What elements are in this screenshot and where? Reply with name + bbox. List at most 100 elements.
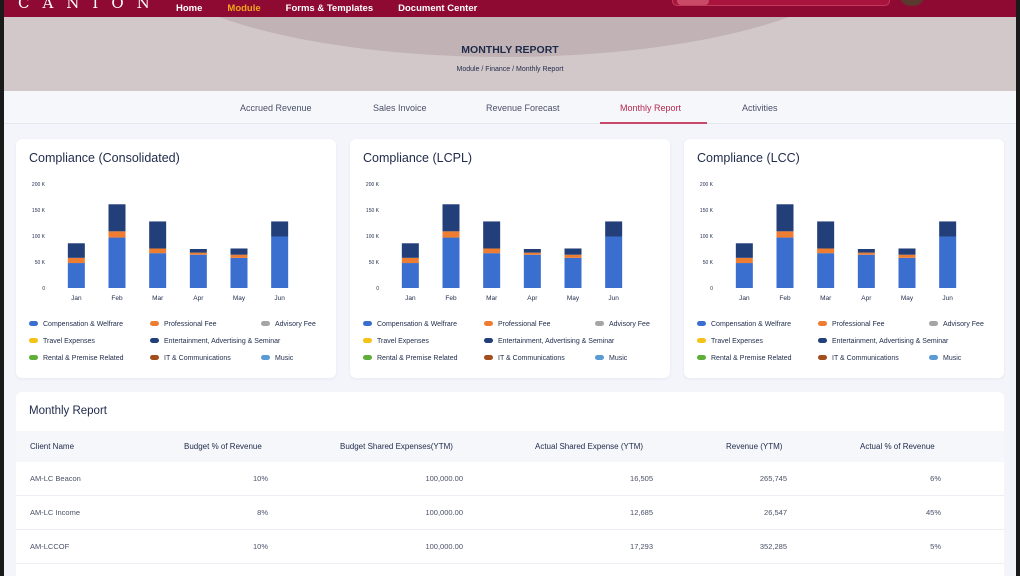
column-header-revenue[interactable]: Revenue (YTM) bbox=[726, 442, 783, 451]
legend-item-entertainment[interactable]: Entertainment, Advertising & Seminar bbox=[484, 338, 614, 345]
bar-segment[interactable] bbox=[442, 204, 460, 232]
bar-segment[interactable] bbox=[776, 204, 794, 232]
legend-item-music[interactable]: Music bbox=[261, 355, 293, 362]
bar-segment[interactable] bbox=[817, 221, 835, 249]
y-tick-label: 150 K bbox=[32, 208, 46, 214]
chart-title: Compliance (LCC) bbox=[697, 151, 800, 165]
bar-segment[interactable] bbox=[735, 243, 753, 258]
bar-segment[interactable] bbox=[605, 221, 623, 237]
legend-item-travel-expenses[interactable]: Travel Expenses bbox=[697, 338, 763, 345]
bar-segment[interactable] bbox=[605, 236, 623, 288]
column-header-actual-pct[interactable]: Actual % of Revenue bbox=[860, 442, 935, 451]
legend-item-music[interactable]: Music bbox=[929, 355, 961, 362]
legend-item-rental[interactable]: Rental & Premise Related bbox=[29, 355, 124, 362]
bar-segment[interactable] bbox=[857, 249, 875, 253]
search-toggle[interactable] bbox=[677, 0, 709, 5]
bar-segment[interactable] bbox=[230, 257, 248, 288]
legend-item-advisory-fee[interactable]: Advisory Fee bbox=[261, 321, 316, 328]
legend-item-it-communications[interactable]: IT & Communications bbox=[150, 355, 231, 362]
legend-item-compensation[interactable]: Compensation & Welfrare bbox=[363, 321, 457, 328]
bar-segment[interactable] bbox=[564, 257, 582, 288]
bar-segment[interactable] bbox=[67, 263, 85, 288]
bar-segment[interactable] bbox=[564, 248, 582, 255]
legend-item-professional-fee[interactable]: Professional Fee bbox=[484, 321, 551, 328]
bar-segment[interactable] bbox=[898, 257, 916, 288]
bar-segment[interactable] bbox=[108, 231, 126, 238]
legend-item-professional-fee[interactable]: Professional Fee bbox=[818, 321, 885, 328]
bar-segment[interactable] bbox=[523, 252, 541, 255]
tab-activities[interactable]: Activities bbox=[742, 103, 778, 113]
bar-segment[interactable] bbox=[189, 254, 207, 288]
bar-segment[interactable] bbox=[857, 252, 875, 255]
legend-item-rental[interactable]: Rental & Premise Related bbox=[363, 355, 458, 362]
bar-segment[interactable] bbox=[108, 204, 126, 232]
nav-module-link[interactable]: Module bbox=[227, 3, 261, 14]
bar-segment[interactable] bbox=[442, 237, 460, 288]
legend-item-rental[interactable]: Rental & Premise Related bbox=[697, 355, 792, 362]
bar-segment[interactable] bbox=[149, 221, 167, 249]
column-header-actual-shared[interactable]: Actual Shared Expense (YTM) bbox=[535, 442, 644, 451]
bar-segment[interactable] bbox=[189, 249, 207, 253]
tab-accrued-revenue[interactable]: Accrued Revenue bbox=[240, 103, 312, 113]
legend-item-compensation[interactable]: Compensation & Welfrare bbox=[29, 321, 123, 328]
bar-segment[interactable] bbox=[483, 248, 501, 254]
bar-segment[interactable] bbox=[271, 236, 289, 288]
bar-segment[interactable] bbox=[483, 253, 501, 288]
cell-budget-pct: 10% bbox=[252, 542, 268, 551]
bar-segment[interactable] bbox=[564, 254, 582, 258]
bar-segment[interactable] bbox=[401, 257, 419, 264]
avatar[interactable] bbox=[899, 0, 925, 6]
bar-segment[interactable] bbox=[857, 254, 875, 288]
column-header-client-name[interactable]: Client Name bbox=[30, 442, 75, 451]
legend-item-advisory-fee[interactable]: Advisory Fee bbox=[595, 321, 650, 328]
legend-item-music[interactable]: Music bbox=[595, 355, 627, 362]
bar-segment[interactable] bbox=[271, 221, 289, 237]
legend-item-travel-expenses[interactable]: Travel Expenses bbox=[29, 338, 95, 345]
column-header-budget-pct[interactable]: Budget % of Revenue bbox=[184, 442, 262, 451]
table-row[interactable]: AM-LC Income 8% 100,000.00 12,685 26,547… bbox=[16, 496, 1004, 530]
bar-segment[interactable] bbox=[108, 237, 126, 288]
bar-segment[interactable] bbox=[149, 253, 167, 288]
bar-segment[interactable] bbox=[898, 254, 916, 258]
bar-segment[interactable] bbox=[735, 263, 753, 288]
bar-segment[interactable] bbox=[401, 243, 419, 258]
column-header-budget-shared[interactable]: Budget Shared Expenses(YTM) bbox=[340, 442, 453, 451]
bar-segment[interactable] bbox=[401, 263, 419, 288]
bar-segment[interactable] bbox=[442, 231, 460, 238]
brand-logo[interactable]: CANION bbox=[18, 0, 163, 12]
tab-sales-invoice[interactable]: Sales Invoice bbox=[373, 103, 427, 113]
table-row[interactable]: AM-LC Beacon 10% 100,000.00 16,505 265,7… bbox=[16, 462, 1004, 496]
legend-item-it-communications[interactable]: IT & Communications bbox=[484, 355, 565, 362]
bar-segment[interactable] bbox=[230, 254, 248, 258]
legend-item-entertainment[interactable]: Entertainment, Advertising & Seminar bbox=[150, 338, 280, 345]
legend-item-compensation[interactable]: Compensation & Welfrare bbox=[697, 321, 791, 328]
legend-item-entertainment[interactable]: Entertainment, Advertising & Seminar bbox=[818, 338, 948, 345]
nav-home-link[interactable]: Home bbox=[176, 3, 203, 14]
bar-segment[interactable] bbox=[817, 248, 835, 254]
legend-item-travel-expenses[interactable]: Travel Expenses bbox=[363, 338, 429, 345]
bar-segment[interactable] bbox=[939, 221, 957, 237]
bar-segment[interactable] bbox=[735, 257, 753, 264]
bar-segment[interactable] bbox=[776, 237, 794, 288]
bar-segment[interactable] bbox=[483, 221, 501, 249]
bar-segment[interactable] bbox=[189, 252, 207, 255]
bar-segment[interactable] bbox=[776, 231, 794, 238]
legend-item-advisory-fee[interactable]: Advisory Fee bbox=[929, 321, 984, 328]
tab-monthly-report[interactable]: Monthly Report bbox=[620, 103, 682, 113]
bar-segment[interactable] bbox=[67, 257, 85, 264]
bar-segment[interactable] bbox=[67, 243, 85, 258]
bar-segment[interactable] bbox=[230, 248, 248, 255]
bar-segment[interactable] bbox=[898, 248, 916, 255]
bar-segment[interactable] bbox=[817, 253, 835, 288]
bar-segment[interactable] bbox=[939, 236, 957, 288]
bar-segment[interactable] bbox=[523, 249, 541, 253]
legend-item-it-communications[interactable]: IT & Communications bbox=[818, 355, 899, 362]
bar-segment[interactable] bbox=[149, 248, 167, 254]
nav-forms-templates-link[interactable]: Forms & Templates bbox=[285, 3, 374, 14]
table-row[interactable]: AM-LCCOF 10% 100,000.00 17,293 352,285 5… bbox=[16, 530, 1004, 564]
nav-document-center-link[interactable]: Document Center bbox=[398, 3, 478, 14]
bar-segment[interactable] bbox=[523, 254, 541, 288]
legend-item-professional-fee[interactable]: Professional Fee bbox=[150, 321, 217, 328]
tab-revenue-forecast[interactable]: Revenue Forecast bbox=[486, 103, 560, 113]
search-input[interactable] bbox=[672, 0, 890, 6]
